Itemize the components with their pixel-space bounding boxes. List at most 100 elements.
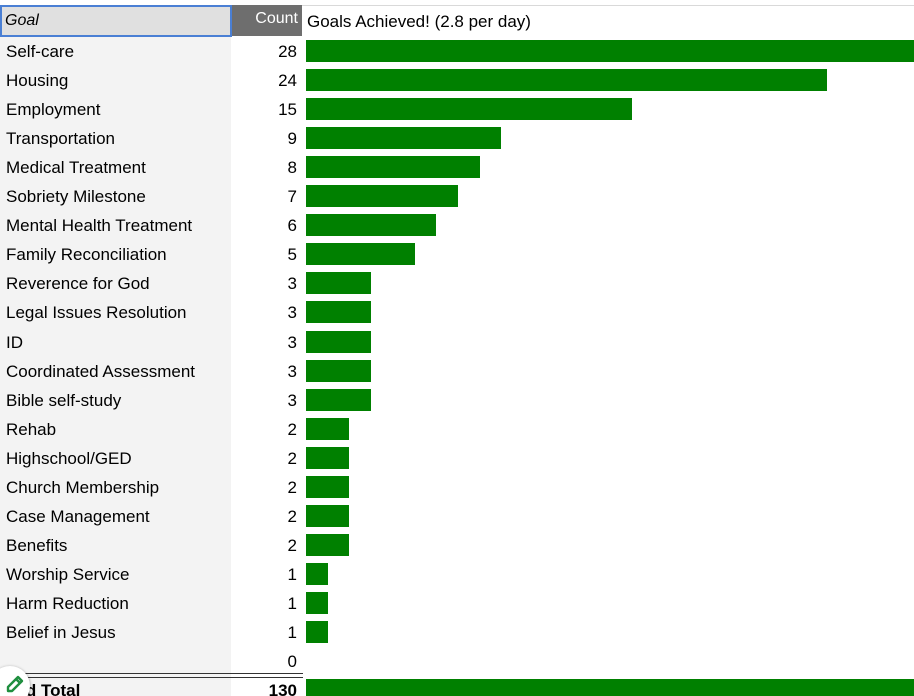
table-row[interactable]: Case Management 2 [0,502,914,531]
goal-cell: Employment [6,100,101,120]
table-row[interactable]: Legal Issues Resolution 3 [0,298,914,327]
count-cell: 6 [287,216,297,236]
table-row[interactable]: Bible self-study 3 [0,386,914,415]
bar [306,533,349,556]
goal-cell: Bible self-study [6,390,122,410]
bar [306,98,632,121]
table-row[interactable]: Sobriety Milestone 7 [0,182,914,211]
bar [306,127,501,150]
goal-cell: Transportation [6,129,115,149]
count-cell: 3 [287,332,297,352]
goal-cell: Housing [6,71,69,91]
goal-column-background [0,36,231,696]
pencil-icon [6,675,24,693]
table-row[interactable]: Benefits 2 [0,531,914,560]
goal-cell: Sobriety Milestone [6,187,146,207]
bar [306,417,349,440]
count-cell: 15 [278,100,297,120]
table-row[interactable]: Transportation 9 [0,124,914,153]
table-row[interactable]: Mental Health Treatment 6 [0,211,914,240]
count-cell: 2 [287,535,297,555]
count-cell: 0 [287,652,297,672]
count-cell: 2 [287,506,297,526]
bar [306,504,349,527]
top-border [0,0,914,6]
bar [306,243,415,266]
bar [306,330,371,353]
table-row[interactable]: Housing 24 [0,66,914,95]
count-cell: 28 [278,42,297,61]
bar [306,69,827,92]
bar [306,621,328,643]
goal-cell: Harm Reduction [6,593,129,613]
table-row[interactable]: Worship Service 1 [0,560,914,589]
table-row[interactable]: Medical Treatment 8 [0,153,914,182]
goal-cell: Belief in Jesus [6,623,116,642]
table-row[interactable]: Church Membership 2 [0,473,914,502]
bar [306,40,914,62]
count-cell: 2 [287,419,297,439]
chart-title: Goals Achieved! (2.8 per day) [307,12,531,31]
goal-cell: Family Reconciliation [6,245,167,265]
goal-cell: Coordinated Assessment [6,361,195,381]
bar [306,185,458,208]
table-row[interactable]: Belief in Jesus 1 [0,618,914,647]
goal-header-cell[interactable]: Goal [0,5,232,37]
table-row[interactable]: Rehab 2 [0,415,914,444]
total-divider-goal [0,673,231,678]
table-row[interactable]: Coordinated Assessment 3 [0,357,914,386]
goal-cell: ID [6,332,23,352]
table-row[interactable]: 0 [0,647,914,676]
count-cell: 3 [287,303,297,323]
count-cell: 2 [287,477,297,497]
bar [306,272,371,295]
count-column-background [231,36,303,696]
count-cell: 1 [287,593,297,613]
grand-total-bar [306,679,914,696]
count-cell: 1 [287,623,297,642]
bar [306,446,349,469]
goal-cell: Case Management [6,506,150,526]
goal-cell: Church Membership [6,477,160,497]
bar [306,214,436,237]
grand-total-row[interactable]: and Total 130 [0,679,914,696]
goal-cell: Highschool/GED [6,448,132,468]
goal-cell: Mental Health Treatment [6,216,193,236]
goal-cell: Reverence for God [6,274,150,294]
table-row[interactable]: Employment 15 [0,95,914,124]
bar [306,156,480,179]
table-row[interactable]: Highschool/GED 2 [0,444,914,473]
goal-cell: Benefits [6,535,68,555]
bar [306,388,371,411]
count-cell: 7 [287,187,297,207]
count-cell: 9 [287,129,297,149]
goal-cell: Medical Treatment [6,158,146,178]
total-divider-count [231,673,303,678]
table-row[interactable]: ID 3 [0,328,914,357]
bar [306,475,349,498]
count-cell: 1 [287,564,297,584]
count-cell: 3 [287,361,297,381]
goal-cell: Legal Issues Resolution [6,303,187,323]
goal-cell: Self-care [6,42,75,61]
count-header-cell[interactable]: Count [232,5,302,36]
count-cell: 24 [278,71,297,91]
count-cell: 5 [287,245,297,265]
goal-cell: Worship Service [6,564,130,584]
count-cell: 3 [287,274,297,294]
bar [306,591,328,614]
table-row[interactable]: Self-care 28 [0,37,914,66]
bar [306,359,371,382]
count-cell: 3 [287,390,297,410]
bar [306,301,371,324]
bar [306,562,328,585]
grand-total-count: 130 [268,681,297,696]
goal-cell: Rehab [6,419,57,439]
table-row[interactable]: Family Reconciliation 5 [0,240,914,269]
count-cell: 8 [287,158,297,178]
table-row[interactable]: Harm Reduction 1 [0,589,914,618]
goal-cell [6,647,228,676]
count-cell: 2 [287,448,297,468]
table-row[interactable]: Reverence for God 3 [0,269,914,298]
